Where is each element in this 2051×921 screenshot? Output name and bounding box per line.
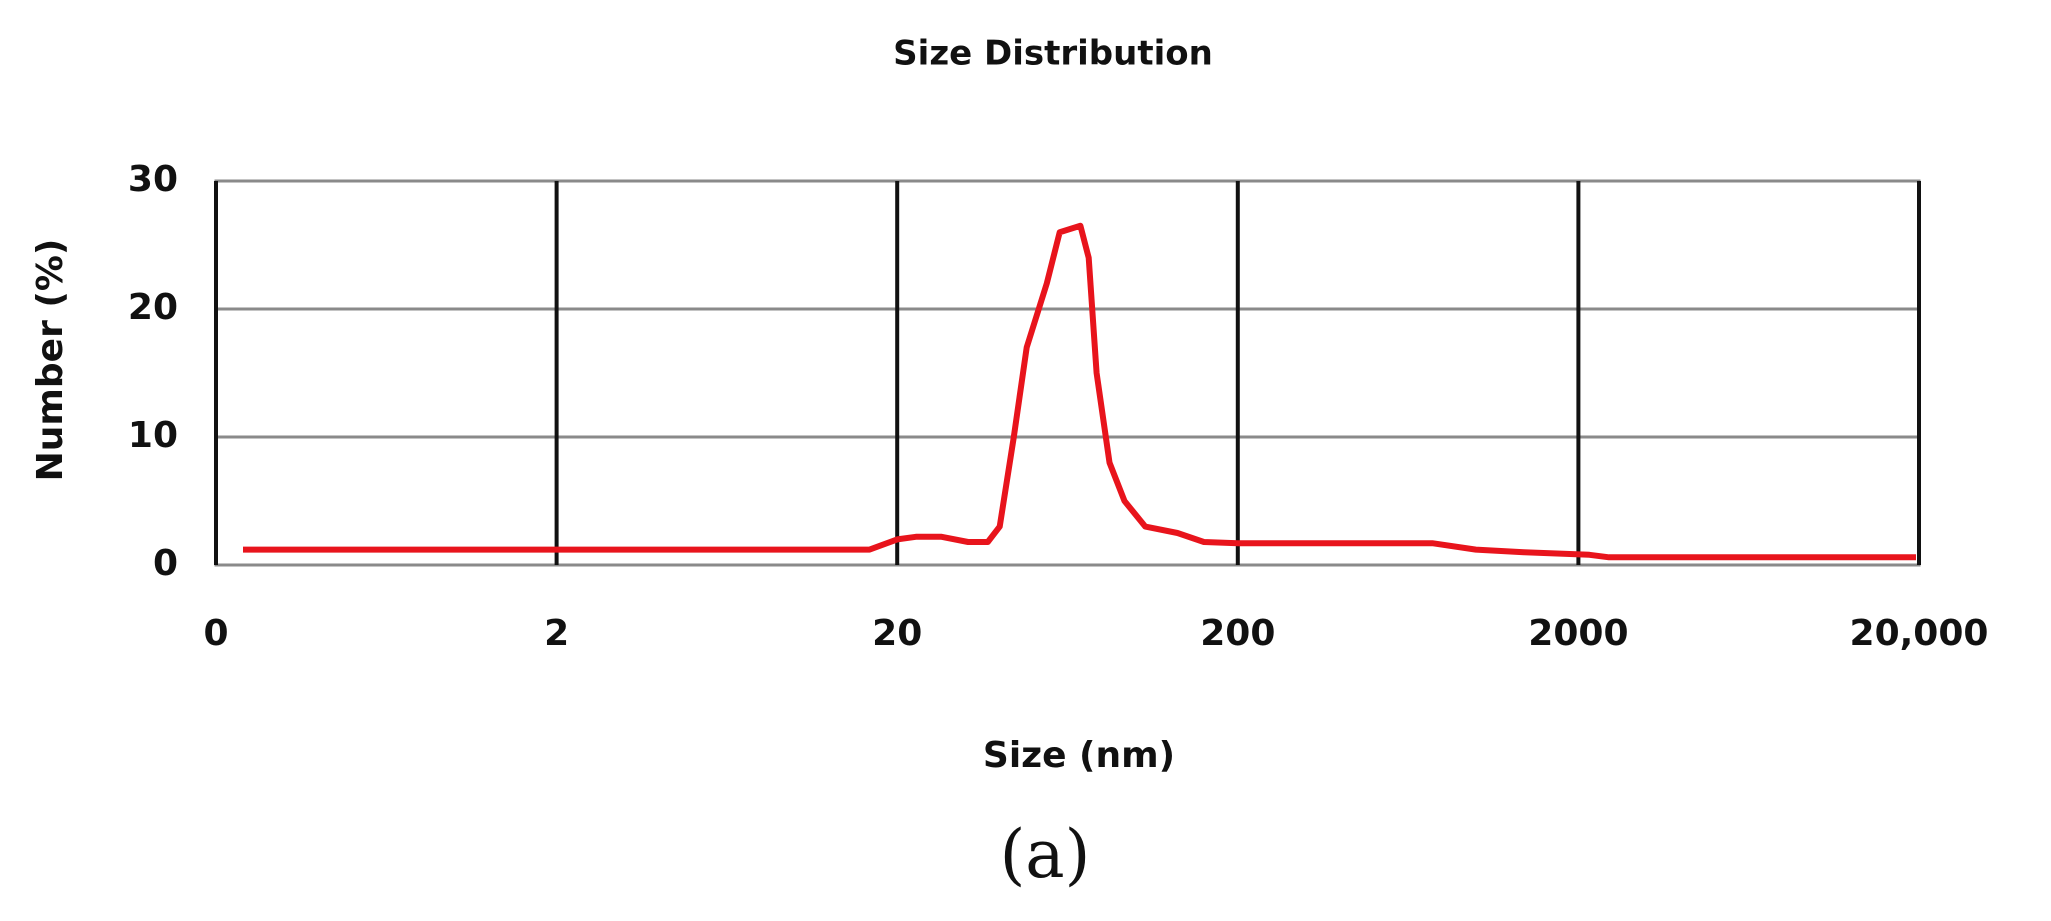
y-tick-label: 10	[128, 415, 178, 456]
x-tick-label: 2	[544, 613, 569, 654]
panel-caption: (a)	[1000, 816, 1091, 893]
y-tick-label: 30	[128, 159, 178, 200]
x-tick-label: 20,000	[1850, 613, 1989, 654]
x-tick-label: 2000	[1528, 613, 1628, 654]
x-tick-label: 200	[1200, 613, 1275, 654]
chart-title: Size Distribution	[893, 34, 1213, 74]
x-tick-label: 20	[872, 613, 922, 654]
plot-frame	[214, 179, 1921, 567]
x-axis-label: Size (nm)	[983, 735, 1175, 776]
y-tick-label: 0	[153, 543, 178, 584]
y-axis-label: Number (%)	[30, 239, 71, 482]
x-tick-label: 0	[203, 613, 228, 654]
y-tick-label: 20	[128, 287, 178, 328]
data-line	[243, 222, 1916, 561]
